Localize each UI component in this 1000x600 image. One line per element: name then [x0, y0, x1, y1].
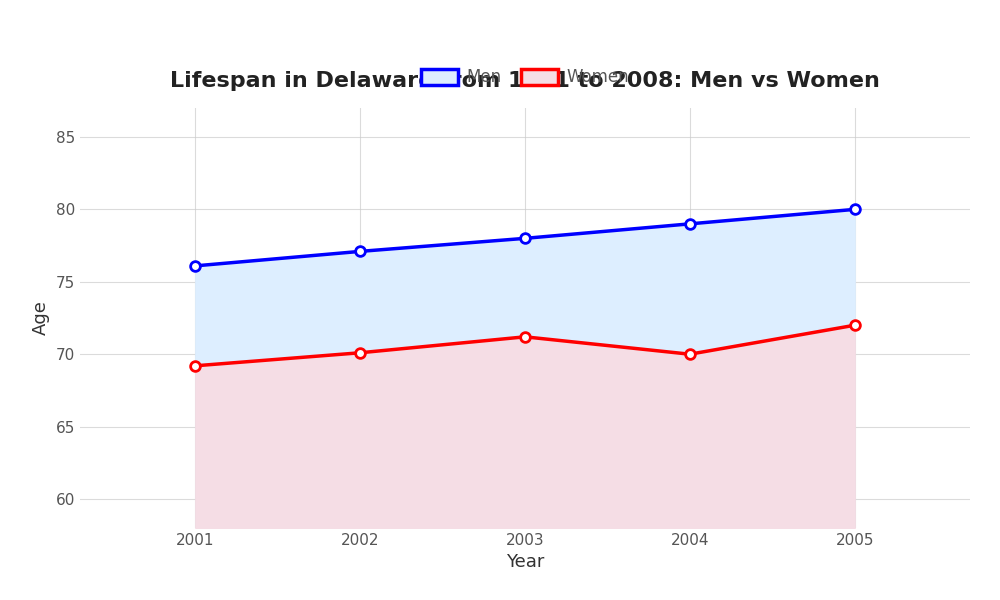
X-axis label: Year: Year	[506, 553, 544, 571]
Y-axis label: Age: Age	[32, 301, 50, 335]
Title: Lifespan in Delaware from 1961 to 2008: Men vs Women: Lifespan in Delaware from 1961 to 2008: …	[170, 71, 880, 91]
Legend: Men, Women: Men, Women	[414, 62, 636, 93]
